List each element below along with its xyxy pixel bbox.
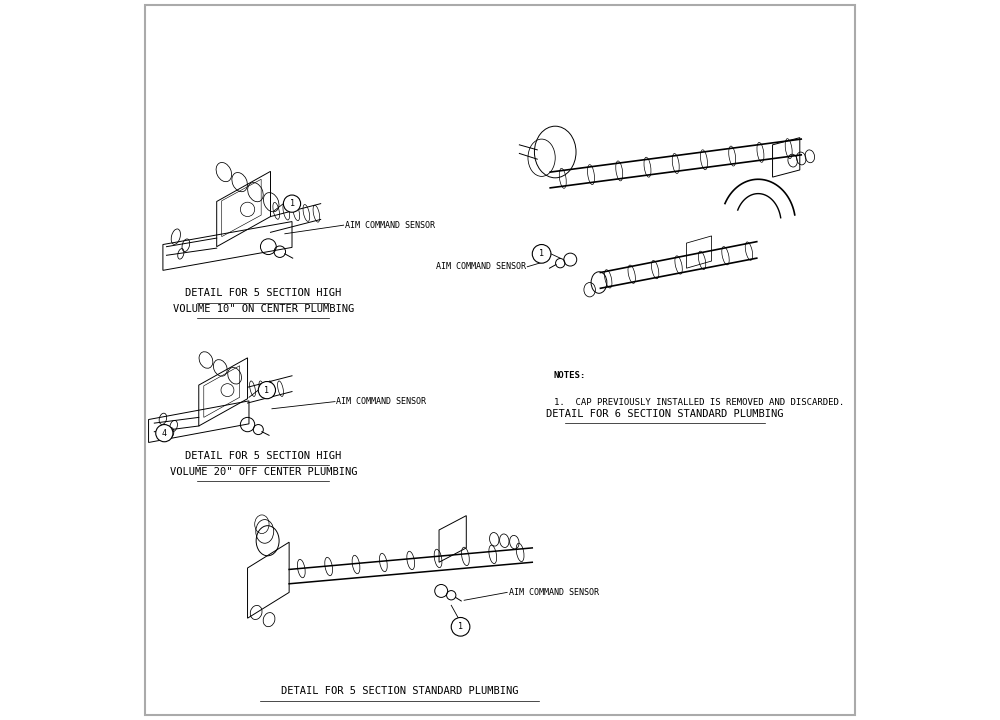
Text: VOLUME 20" OFF CENTER PLUMBING: VOLUME 20" OFF CENTER PLUMBING	[170, 467, 357, 477]
Circle shape	[283, 195, 301, 212]
Text: 1: 1	[264, 386, 269, 395]
Text: DETAIL FOR 5 SECTION STANDARD PLUMBING: DETAIL FOR 5 SECTION STANDARD PLUMBING	[281, 686, 518, 696]
Text: VOLUME 10" ON CENTER PLUMBING: VOLUME 10" ON CENTER PLUMBING	[173, 304, 354, 314]
Circle shape	[451, 618, 470, 636]
Text: AIM COMMAND SENSOR: AIM COMMAND SENSOR	[345, 220, 435, 230]
Text: 1: 1	[290, 199, 295, 208]
Text: DETAIL FOR 5 SECTION HIGH: DETAIL FOR 5 SECTION HIGH	[185, 451, 341, 461]
Text: 1.  CAP PREVIOUSLY INSTALLED IS REMOVED AND DISCARDED.: 1. CAP PREVIOUSLY INSTALLED IS REMOVED A…	[554, 398, 844, 407]
Text: 4: 4	[162, 428, 167, 438]
Text: 1: 1	[458, 622, 463, 631]
Text: AIM COMMAND SENSOR: AIM COMMAND SENSOR	[436, 262, 526, 271]
Text: AIM COMMAND SENSOR: AIM COMMAND SENSOR	[336, 397, 426, 406]
Text: DETAIL FOR 6 SECTION STANDARD PLUMBING: DETAIL FOR 6 SECTION STANDARD PLUMBING	[546, 409, 784, 419]
Text: AIM COMMAND SENSOR: AIM COMMAND SENSOR	[509, 588, 599, 597]
Circle shape	[532, 245, 551, 264]
Circle shape	[258, 382, 276, 399]
Text: NOTES:: NOTES:	[554, 371, 586, 379]
Text: 1: 1	[539, 249, 544, 258]
Circle shape	[156, 425, 173, 442]
Text: DETAIL FOR 5 SECTION HIGH: DETAIL FOR 5 SECTION HIGH	[185, 288, 341, 298]
